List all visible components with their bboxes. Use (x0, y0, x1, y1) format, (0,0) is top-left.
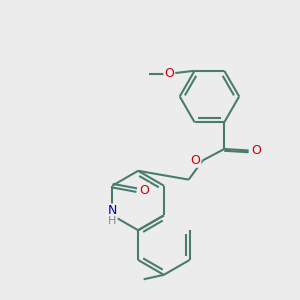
Text: O: O (190, 154, 200, 167)
Text: O: O (164, 67, 174, 80)
Text: O: O (139, 184, 149, 196)
Text: O: O (251, 144, 261, 157)
Text: H: H (108, 216, 117, 226)
Text: N: N (108, 204, 117, 218)
